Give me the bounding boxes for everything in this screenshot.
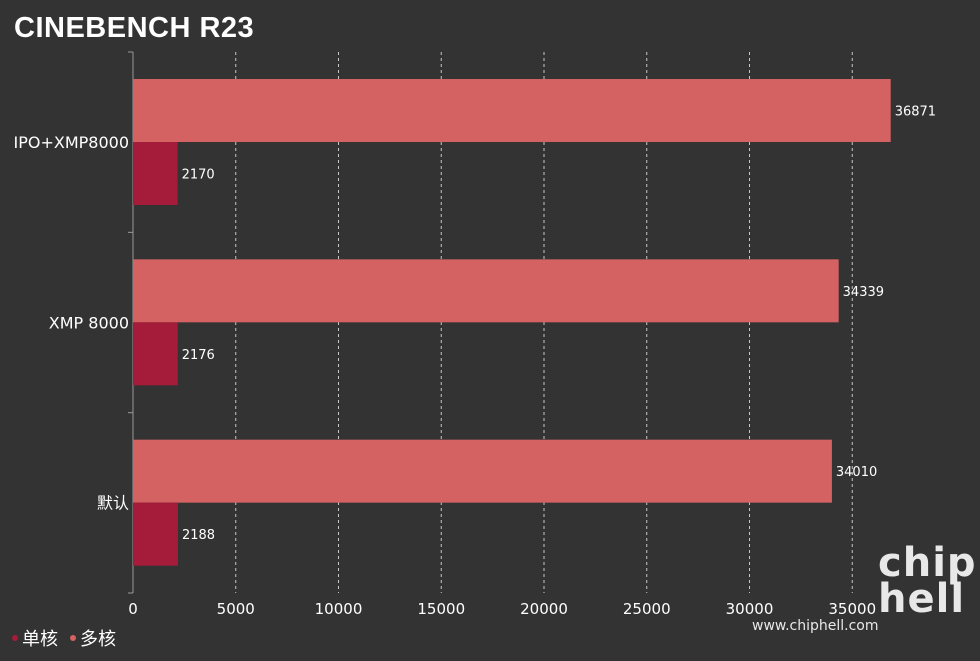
x-tick-label: 20000: [520, 600, 568, 618]
x-tick-label: 25000: [623, 600, 671, 618]
x-tick-label: 15000: [417, 600, 465, 618]
bar-multi: [133, 259, 839, 323]
chiphell-logo: chip hell: [878, 540, 977, 622]
legend-item-single: 单核: [12, 625, 58, 651]
x-tick-label: 0: [128, 600, 138, 618]
bar-multi: [133, 439, 832, 503]
data-label-single: 2176: [182, 348, 215, 363]
chiphell-logo-top: chip: [878, 540, 977, 586]
legend: 单核 多核: [12, 625, 116, 651]
bar-single: [133, 502, 178, 566]
chiphell-logo-bottom: hell: [878, 576, 966, 622]
bar-single: [133, 322, 178, 386]
legend-dot-multi: [70, 635, 76, 641]
bar-multi: [133, 79, 891, 142]
data-label-single: 2188: [182, 528, 215, 543]
category-label: XMP 8000: [49, 313, 129, 332]
x-tick-label: 30000: [726, 600, 774, 618]
chiphell-url: www.chiphell.com: [752, 618, 879, 634]
legend-label-single: 单核: [22, 629, 58, 650]
chart-title: CINEBENCH R23: [14, 12, 255, 44]
legend-dot-single: [12, 635, 18, 641]
x-tick-label: 35000: [828, 600, 876, 618]
data-label-multi: 34339: [843, 285, 884, 300]
legend-item-multi: 多核: [70, 625, 116, 651]
data-label-multi: 36871: [895, 105, 936, 120]
data-label-multi: 34010: [836, 465, 877, 480]
data-label-single: 2170: [182, 168, 215, 183]
legend-label-multi: 多核: [80, 629, 116, 650]
x-tick-label: 5000: [217, 600, 255, 618]
category-label: IPO+XMP8000: [14, 133, 130, 152]
x-tick-label: 10000: [315, 600, 363, 618]
bar-single: [133, 142, 178, 205]
category-label: 默认: [97, 494, 129, 513]
